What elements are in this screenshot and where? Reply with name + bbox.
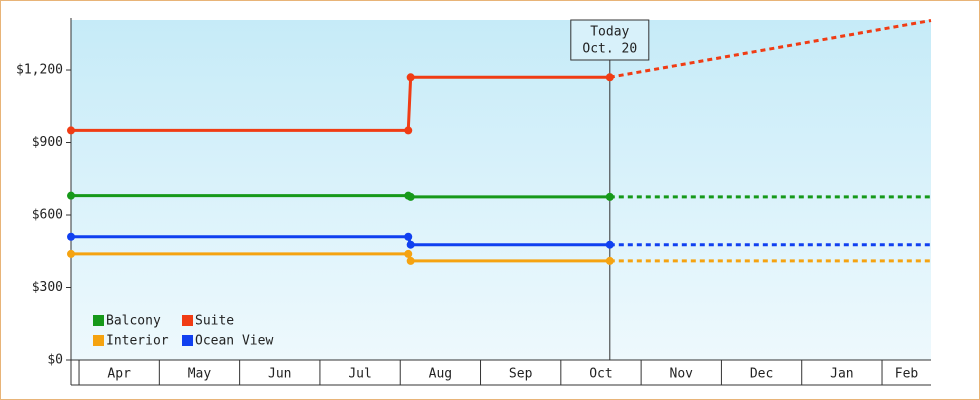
series-line: [71, 235, 610, 247]
point: [404, 126, 413, 135]
x-tick-label: Aug: [429, 367, 452, 382]
y-tick-label: $1,200: [16, 63, 63, 78]
legend-label: Interior: [106, 334, 169, 349]
series-line: [71, 75, 610, 132]
legend-swatch: [93, 335, 104, 346]
legend-label: Suite: [195, 314, 234, 329]
point: [406, 240, 415, 249]
legend-label: Balcony: [106, 314, 161, 329]
point: [605, 192, 614, 201]
x-tick-label: Jul: [348, 367, 371, 382]
today-box: [570, 19, 650, 61]
point: [605, 240, 614, 249]
point: [67, 249, 75, 258]
x-tick-label: Oct: [589, 367, 612, 382]
point: [404, 232, 413, 241]
series-line: [71, 194, 610, 199]
x-tick-label: Apr: [107, 367, 131, 382]
today-label: Today: [590, 25, 629, 40]
legend-swatch: [93, 315, 104, 326]
legend-swatch: [182, 315, 193, 326]
legend-label: Ocean View: [195, 334, 273, 349]
today-label: Oct. 20: [582, 42, 637, 57]
x-tick-label: Jan: [830, 367, 853, 382]
y-tick-label: $900: [32, 135, 63, 150]
point: [605, 256, 614, 265]
y-tick-label: $300: [32, 280, 63, 295]
forecast-line: [609, 19, 932, 79]
y-tick-label: $600: [32, 208, 63, 223]
x-tick-label: Dec: [750, 367, 773, 382]
legend-swatch: [182, 335, 193, 346]
y-tick-label: $0: [47, 353, 63, 368]
point: [406, 256, 415, 265]
point: [67, 126, 75, 135]
point: [605, 73, 614, 82]
point: [406, 192, 415, 201]
point: [406, 73, 415, 82]
x-tick-label: Feb: [895, 367, 919, 382]
plot-area: [71, 20, 931, 360]
point: [404, 249, 413, 258]
x-tick-label: May: [188, 367, 212, 382]
x-tick-label: Jun: [268, 367, 291, 382]
x-tick-label: Sep: [509, 367, 533, 382]
point: [67, 191, 75, 200]
x-tick-label: Nov: [670, 367, 694, 382]
point: [67, 232, 75, 241]
